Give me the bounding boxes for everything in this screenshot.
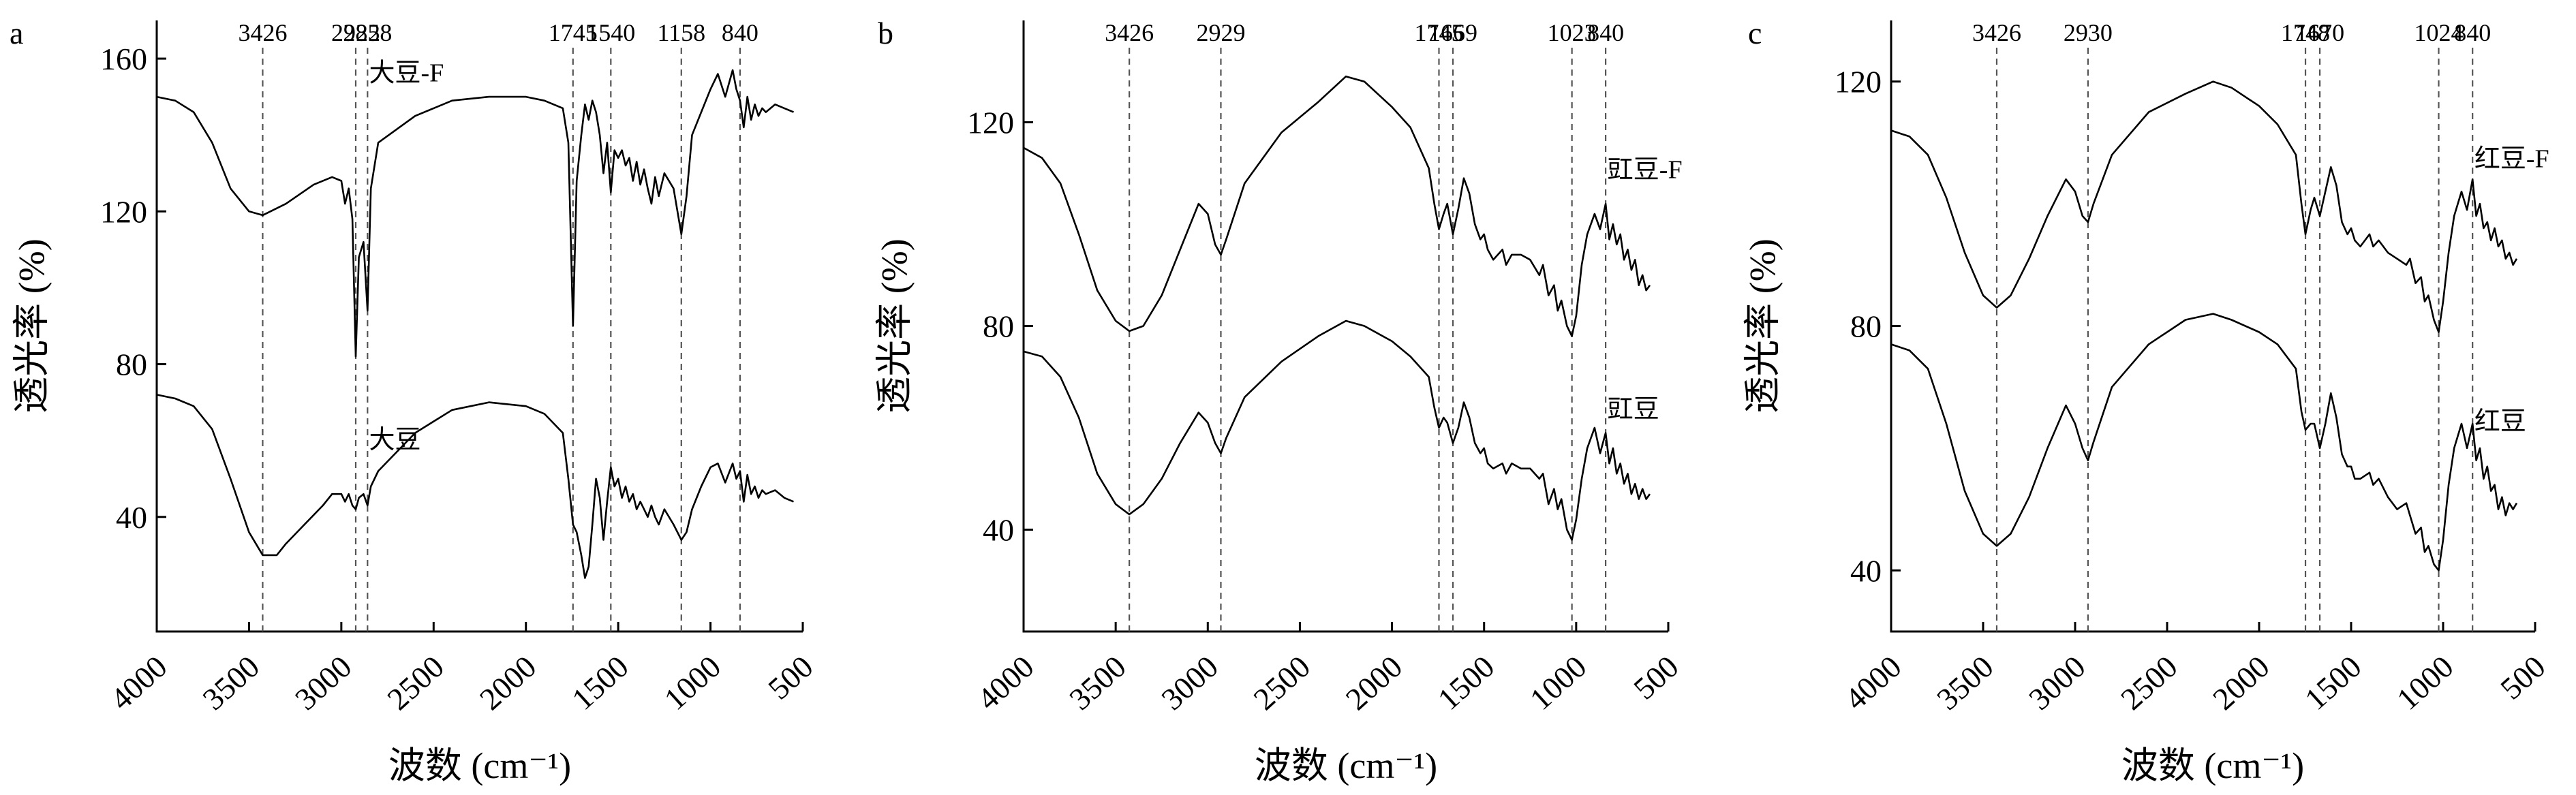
y-tick-label: 80 [1850,309,1882,344]
x-tick-label: 1000 [2390,649,2459,717]
y-tick-label: 40 [1850,553,1882,588]
series-label: 红豆-F [2474,144,2549,173]
peak-label: 1024 [2414,19,2464,46]
peak-label: 1669 [1428,19,1477,46]
series-line-1 [156,69,795,358]
x-tick-label: 1500 [2298,649,2367,717]
x-tick-label: 3500 [1062,649,1132,717]
x-tick-label: 3500 [1930,649,1999,717]
y-tick-label: 40 [983,513,1014,548]
x-tick-label: 1500 [1431,649,1501,717]
x-tick-label: 3500 [196,649,266,717]
x-axis-label: 波数 (cm⁻¹) [1255,745,1437,786]
series-line-1 [1023,75,1651,337]
x-tick-label: 4000 [970,649,1040,717]
peak-label: 3426 [238,19,287,46]
x-tick-label: 2500 [1247,649,1317,717]
peak-label: 3426 [1972,19,2021,46]
series-label: 豇豆 [1608,395,1659,424]
peak-label: 1670 [2295,19,2344,46]
series-line-2 [156,394,794,579]
x-tick-label: 2000 [1339,649,1409,717]
x-tick-label: 500 [1627,649,1685,706]
panel-label: a [10,16,23,50]
x-tick-label: 3000 [288,649,358,717]
peak-label: 1748 [2281,19,2330,46]
y-tick-label: 120 [100,194,147,229]
series-line-2 [1890,313,2518,572]
series-label: 大豆-F [369,59,444,88]
peak-label: 1023 [1548,19,1597,46]
y-tick-label: 80 [983,309,1014,344]
x-axis-label: 波数 (cm⁻¹) [388,745,571,786]
peak-label: 1540 [586,19,635,46]
y-tick-label: 160 [100,42,147,76]
x-tick-label: 500 [761,649,819,706]
panel-label: c [1748,16,1762,50]
series-label: 豇豆-F [1608,156,1683,185]
x-tick-label: 1000 [658,649,727,717]
peak-label: 2930 [2064,19,2113,46]
x-axis-label: 波数 (cm⁻¹) [2121,745,2304,786]
peak-label: 2858 [343,19,392,46]
x-tick-label: 2500 [380,649,450,717]
peak-label: 3426 [1105,19,1154,46]
y-tick-label: 80 [116,347,147,382]
x-tick-label: 1500 [565,649,634,717]
y-tick-label: 120 [1835,65,1882,99]
x-tick-label: 4000 [104,649,173,717]
series-label: 红豆 [2474,407,2526,436]
y-tick-label: 120 [967,106,1014,140]
y-axis-label: 透光率 (%) [1742,238,1783,413]
y-tick-label: 40 [116,500,147,535]
series-label: 大豆 [369,426,420,454]
peak-label: 1158 [657,19,705,46]
peak-label: 2929 [1196,19,1245,46]
series-line-1 [1890,80,2518,333]
x-tick-label: 3000 [1154,649,1224,717]
peak-label: 1745 [1414,19,1463,46]
peak-label: 840 [2454,19,2491,46]
peak-label: 2922 [331,19,380,46]
x-tick-label: 2000 [473,649,542,717]
x-tick-label: 4000 [1838,649,1907,717]
y-axis-label: 透光率 (%) [874,238,915,413]
peak-label: 840 [722,19,758,46]
peak-label: 1745 [549,19,598,46]
x-tick-label: 2500 [2114,649,2183,717]
panel-label: b [878,16,893,50]
peak-label: 840 [1587,19,1624,46]
x-tick-label: 2000 [2206,649,2275,717]
series-line-2 [1023,319,1651,541]
x-tick-label: 3000 [2022,649,2091,717]
x-tick-label: 500 [2494,649,2551,706]
x-tick-label: 1000 [1523,649,1593,717]
y-axis-label: 透光率 (%) [11,238,52,413]
